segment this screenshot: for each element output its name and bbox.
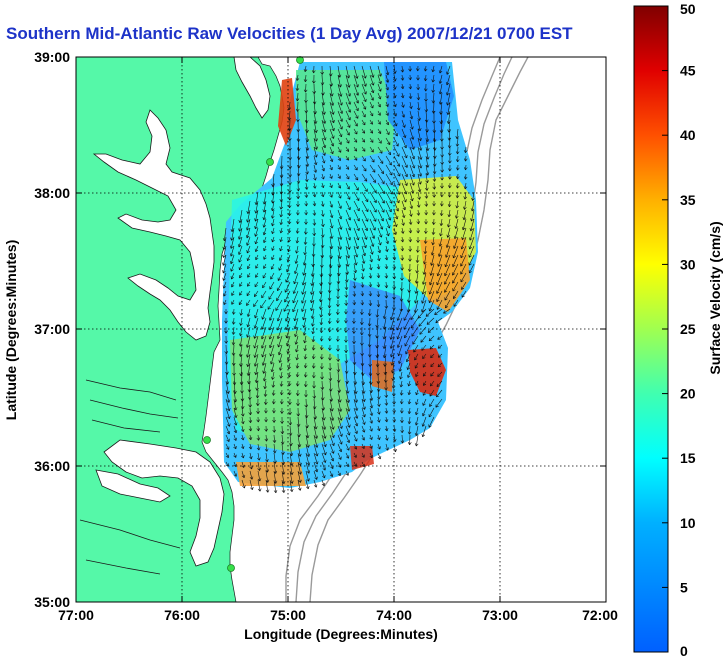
velocity-patch-red [278,78,296,146]
y-tick-label: 35:00 [34,594,70,610]
x-tick-labels: 77:00 76:00 75:00 74:00 73:00 72:00 [58,607,618,623]
colorbar-tick-label: 30 [680,256,696,272]
colorbar-tick-label: 45 [680,63,696,79]
colorbar-tick-label: 35 [680,192,696,208]
station-markers [203,56,304,572]
y-tick-label: 37:00 [34,321,70,337]
chesapeake-bay [92,109,215,341]
y-tick-label: 39:00 [34,49,70,65]
colorbar-tick-label: 15 [680,450,696,466]
colorbar-ticks: 0 5 10 15 20 25 30 35 40 45 50 [662,1,696,659]
albemarle-sound [95,469,171,503]
x-tick-label: 73:00 [482,607,518,623]
velocity-patch-green [296,70,396,160]
x-tick-label: 75:00 [270,607,306,623]
colorbar-tick-label: 0 [680,643,688,659]
colorbar-tick-label: 20 [680,386,696,402]
colorbar-tick-label: 10 [680,515,696,531]
colorbar-tick-label: 25 [680,321,696,337]
station-marker [227,564,235,572]
y-tick-label: 38:00 [34,185,70,201]
x-tick-label: 72:00 [582,607,618,623]
colorbar-tick-label: 40 [680,127,696,143]
station-marker [266,158,274,166]
station-marker [203,436,211,444]
map-title: Southern Mid-Atlantic Raw Velocities (1 … [6,24,573,43]
velocity-patch-blue [384,62,454,150]
axis-ticks [76,57,606,602]
pamlico-sound [103,439,225,567]
velocity-patch-red [372,360,394,392]
x-tick-label: 77:00 [58,607,94,623]
velocity-patch-red [350,446,374,470]
velocity-patch-red [408,348,446,396]
colorbar-label: Surface Velocity (cm/s) [707,221,723,374]
y-tick-labels: 39:00 38:00 37:00 36:00 35:00 [34,49,70,610]
velocity-vectors [222,65,475,494]
x-tick-label: 74:00 [376,607,412,623]
x-tick-label: 76:00 [164,607,200,623]
colorbar-tick-label: 50 [680,1,696,17]
y-tick-label: 36:00 [34,458,70,474]
y-axis-label: Latitude (Degrees:Minutes) [3,240,19,420]
velocity-arrows [222,65,475,494]
velocity-patch-orange [236,462,306,486]
inlet-channel [79,379,181,575]
velocity-field [222,62,478,488]
x-axis-label: Longitude (Degrees:Minutes) [244,626,438,642]
grid [76,57,606,602]
delaware-bay [233,57,271,119]
station-marker [296,56,304,64]
colorbar-tick-label: 5 [680,579,688,595]
